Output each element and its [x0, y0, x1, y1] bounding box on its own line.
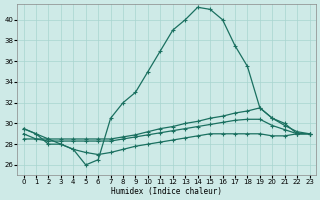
X-axis label: Humidex (Indice chaleur): Humidex (Indice chaleur)	[111, 187, 222, 196]
